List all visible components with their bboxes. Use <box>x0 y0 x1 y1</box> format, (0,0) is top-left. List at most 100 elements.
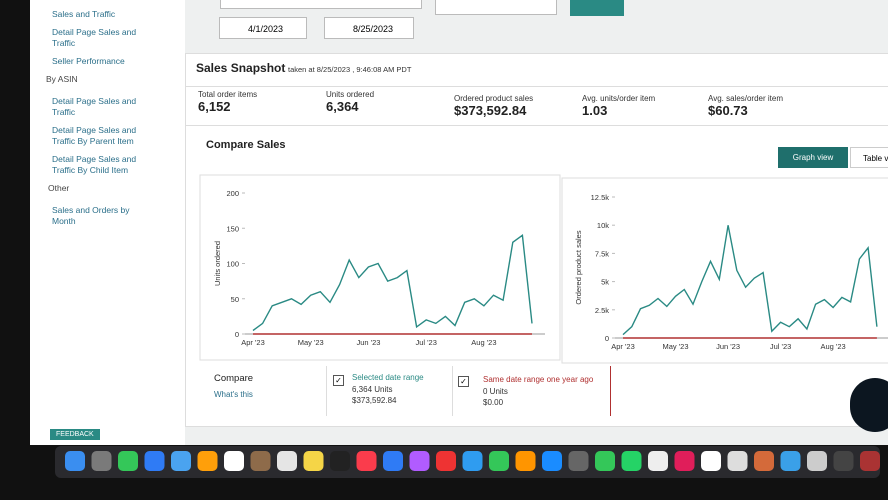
x-tick-label: Jun '23 <box>356 338 380 347</box>
dock-icon[interactable] <box>621 451 642 471</box>
tab[interactable]: Table view <box>850 147 888 168</box>
dock-icon[interactable] <box>224 451 244 471</box>
x-tick-label: May '23 <box>663 342 689 351</box>
sidebar-link[interactable]: Seller Performance <box>52 56 125 66</box>
dock-icon[interactable] <box>833 451 854 471</box>
series-line <box>252 234 533 332</box>
dock-icon[interactable] <box>462 451 483 471</box>
dock-icon[interactable] <box>409 451 430 471</box>
dock-icon[interactable] <box>754 451 774 471</box>
dock-icon[interactable] <box>515 451 536 471</box>
snapshot-time: taken at 8/25/2023 , 9:46:08 AM PDT <box>288 65 412 74</box>
dock-icon[interactable] <box>701 451 721 471</box>
sidebar-link[interactable]: Detail Page Sales and Traffic <box>52 27 137 48</box>
compare-title: Compare <box>214 373 254 384</box>
compare-sales: $0.00 <box>483 398 504 407</box>
dropdown[interactable] <box>435 0 557 15</box>
x-tick-label: Jul '23 <box>415 338 436 347</box>
dock-icon[interactable] <box>144 451 165 471</box>
y-axis-title: Ordered product sales <box>574 230 583 304</box>
apply-button[interactable] <box>570 0 624 16</box>
compare-units: 6,364 Units <box>352 385 393 394</box>
dock-icon[interactable] <box>674 451 695 471</box>
dock-icon[interactable] <box>250 451 271 471</box>
dock-icon[interactable] <box>727 451 748 471</box>
dock-icon[interactable] <box>595 451 615 471</box>
dock-icon[interactable] <box>568 451 589 471</box>
y-tick-label: 10k <box>597 221 609 230</box>
dock-icon[interactable] <box>648 451 668 471</box>
dock-icon[interactable] <box>542 451 562 471</box>
dock-icon[interactable] <box>807 451 827 471</box>
metric-value: 6,152 <box>198 99 231 114</box>
y-tick-label: 150 <box>226 224 239 233</box>
dock-icon[interactable] <box>356 451 377 471</box>
divider <box>452 366 453 416</box>
metric-label: Avg. sales/order item <box>708 94 783 103</box>
sidebar-link[interactable]: Detail Page Sales and Traffic By Parent … <box>52 125 137 146</box>
snapshot-card: Sales Snapshot taken at 8/25/2023 , 9:46… <box>185 53 888 127</box>
metric-value: $60.73 <box>708 103 748 118</box>
y-tick-label: 5k <box>601 278 609 287</box>
dock-icon[interactable] <box>383 451 403 471</box>
sidebar-heading: Other <box>48 183 70 193</box>
tab[interactable]: Graph view <box>778 147 848 168</box>
end-date[interactable]: 8/25/2023 <box>324 17 414 39</box>
metric-value: $373,592.84 <box>454 103 527 118</box>
sidebar-heading: By ASIN <box>46 74 78 84</box>
dropdown[interactable] <box>220 0 422 9</box>
metric-label: Avg. units/order item <box>582 94 656 103</box>
x-tick-label: Apr '23 <box>611 342 635 351</box>
dock-icon[interactable] <box>171 451 191 471</box>
y-tick-label: 7.5k <box>595 249 609 258</box>
sidebar: Sales and Traffic Detail Page Sales and … <box>30 0 185 445</box>
dock-icons <box>65 451 880 471</box>
sidebar-link[interactable]: Sales and Orders by Month <box>52 205 130 226</box>
y-axis-title: Units ordered <box>213 241 222 286</box>
series-line <box>622 225 878 336</box>
dock-icon[interactable] <box>91 451 112 471</box>
dock-icon[interactable] <box>303 451 324 471</box>
x-tick-label: Jun '23 <box>716 342 740 351</box>
sidebar-link[interactable]: Detail Page Sales and Traffic <box>52 96 137 117</box>
compare-sales: $373,592.84 <box>352 396 397 405</box>
dock-icon[interactable] <box>860 451 880 471</box>
y-tick-label: 0 <box>605 334 609 343</box>
dock-icon[interactable] <box>197 451 218 471</box>
charts: 0 50 100 150 200 Apr '23 May '23 Jun '23 Jul '23… <box>199 174 888 364</box>
checkbox[interactable]: ✓ <box>458 376 469 387</box>
dock-icon[interactable] <box>277 451 297 471</box>
metric-value: 1.03 <box>582 103 608 118</box>
dock-icon[interactable] <box>436 451 456 471</box>
y-tick-label: 50 <box>231 295 239 304</box>
sidebar-link[interactable]: Detail Page Sales and Traffic By Child I… <box>52 154 137 175</box>
legend-label: Selected date range <box>352 373 424 382</box>
x-tick-label: Aug '23 <box>471 338 496 347</box>
y-tick-label: 100 <box>226 260 239 269</box>
compare-units: 0 Units <box>483 387 508 396</box>
legend-label: Same date range one year ago <box>483 375 594 384</box>
x-tick-label: Apr '23 <box>241 338 265 347</box>
y-tick-label: 0 <box>235 330 239 339</box>
dock-icon[interactable] <box>780 451 801 471</box>
help-link[interactable]: What's this <box>214 390 253 399</box>
y-tick-label: 2.5k <box>595 306 609 315</box>
metric-label: Total order items <box>198 90 258 99</box>
section-title: Compare Sales <box>206 139 286 151</box>
metric-value: 6,364 <box>326 99 359 114</box>
sidebar-link[interactable]: Sales and Traffic <box>52 9 116 19</box>
dock-icon[interactable] <box>330 451 350 471</box>
snapshot-title: Sales Snapshot <box>196 61 286 75</box>
dock-icon[interactable] <box>65 451 85 471</box>
dock-icon[interactable] <box>118 451 138 471</box>
x-tick-label: Jul '23 <box>770 342 791 351</box>
feedback-button[interactable]: FEEDBACK <box>50 429 100 440</box>
start-date[interactable]: 4/1/2023 <box>219 17 307 39</box>
y-tick-label: 12.5k <box>591 193 610 202</box>
y-tick-label: 200 <box>226 189 239 198</box>
dock-icon[interactable] <box>489 451 509 471</box>
metric-label: Units ordered <box>326 90 375 99</box>
divider <box>326 366 327 416</box>
checkbox[interactable]: ✓ <box>333 375 344 386</box>
